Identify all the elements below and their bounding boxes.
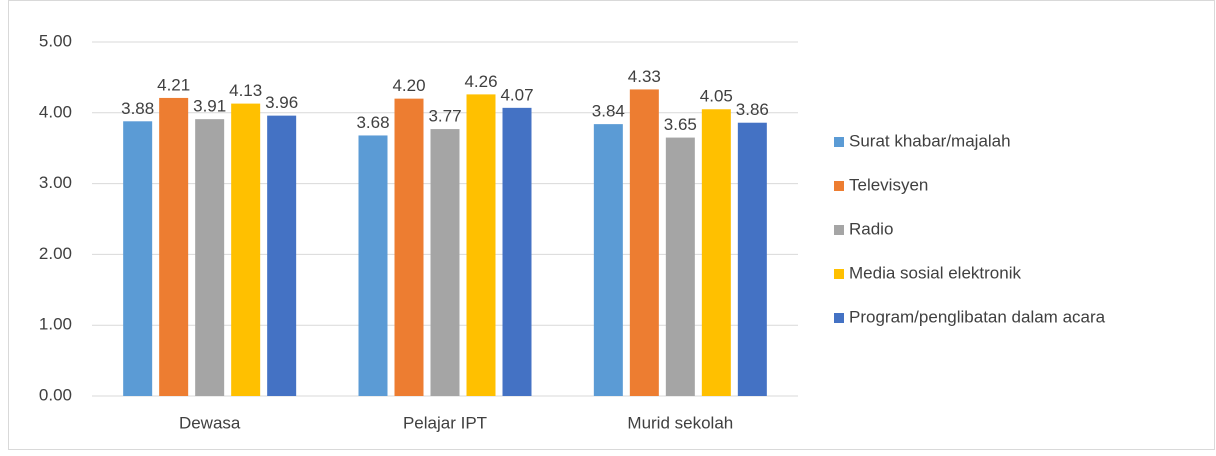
legend-label: Surat khabar/majalah (849, 131, 1011, 150)
bar (267, 115, 297, 396)
bar (195, 119, 225, 396)
data-label: 3.91 (193, 97, 226, 116)
data-label: 4.20 (392, 76, 425, 95)
bar (466, 94, 496, 396)
data-label: 3.96 (265, 93, 298, 112)
y-tick-label: 0.00 (39, 385, 72, 404)
legend-swatch (834, 313, 844, 323)
bar (159, 97, 189, 396)
bar (358, 135, 388, 396)
y-tick-label: 1.00 (39, 315, 72, 334)
data-label: 3.86 (736, 100, 769, 119)
legend-label: Radio (849, 219, 893, 238)
data-label: 4.26 (464, 72, 497, 91)
bar (665, 137, 695, 396)
bar (231, 103, 261, 396)
y-tick-label: 2.00 (39, 244, 72, 263)
legend-swatch (834, 137, 844, 147)
data-label: 4.07 (500, 85, 533, 104)
legend-label: Media sosial elektronik (849, 263, 1021, 282)
bar (737, 122, 767, 396)
x-tick-label: Pelajar IPT (403, 413, 487, 432)
data-label: 3.65 (664, 115, 697, 134)
bar (701, 109, 731, 396)
bar (430, 129, 460, 397)
data-label: 3.77 (428, 107, 461, 126)
data-label: 4.21 (157, 75, 190, 94)
data-label: 4.05 (700, 87, 733, 106)
legend-label: Televisyen (849, 175, 928, 194)
bar (394, 98, 424, 396)
data-label: 4.33 (628, 67, 661, 86)
bar (629, 89, 659, 396)
legend-swatch (834, 181, 844, 191)
bar (502, 107, 532, 397)
x-tick-label: Dewasa (179, 413, 241, 432)
y-tick-label: 5.00 (39, 31, 72, 50)
data-label: 4.13 (229, 81, 262, 100)
x-tick-label: Murid sekolah (627, 413, 733, 432)
legend-label: Program/penglibatan dalam acara (849, 307, 1106, 326)
legend-swatch (834, 269, 844, 279)
bar (593, 124, 623, 397)
bar (123, 121, 153, 397)
data-label: 3.84 (592, 102, 625, 121)
legend-swatch (834, 225, 844, 235)
y-tick-label: 4.00 (39, 102, 72, 121)
data-label: 3.88 (121, 99, 154, 118)
data-label: 3.68 (356, 113, 389, 132)
y-tick-label: 3.00 (39, 173, 72, 192)
